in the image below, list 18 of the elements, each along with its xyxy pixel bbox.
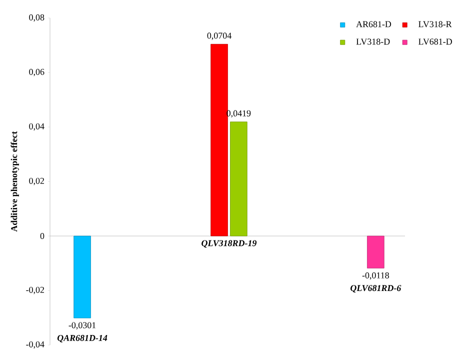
data-label: -0,0118 (362, 272, 389, 280)
legend-label: LV318-D (356, 38, 390, 45)
y-tick-label: 0,06 (29, 68, 44, 76)
legend-label: AR681-D (356, 21, 392, 28)
y-axis-title: Additive phenotypic effect (10, 131, 19, 232)
y-tick-label: 0,02 (29, 178, 44, 186)
legend-label: LV318-R (418, 21, 452, 28)
legend-label: LV681-D (418, 38, 452, 45)
y-tick-label: -0,02 (26, 286, 44, 294)
y-tick-label: 0 (40, 232, 44, 240)
x-tick-label: QLV681RD-6 (350, 285, 402, 292)
x-tick-label: QAR681D-14 (57, 334, 108, 342)
data-label: -0,0301 (68, 322, 96, 330)
y-tick-label: 0,08 (29, 14, 44, 22)
x-tick-label: QLV318RD-19 (202, 240, 257, 248)
data-label: 0,0704 (207, 32, 232, 40)
y-tick-label: 0,04 (29, 123, 44, 131)
y-tick-label: -0,04 (26, 341, 44, 349)
